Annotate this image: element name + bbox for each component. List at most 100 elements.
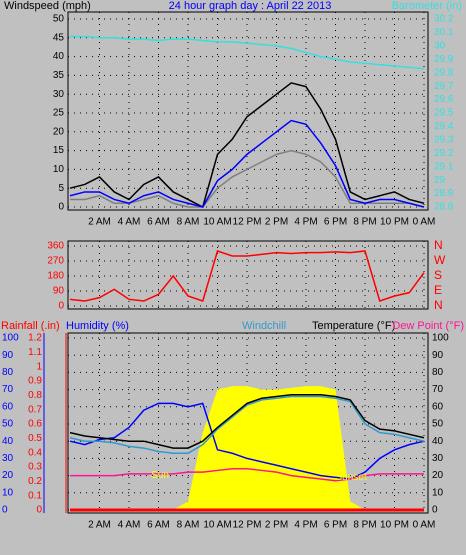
x-tick-label: 6 AM xyxy=(147,520,170,531)
y2-tick-label: 29.1 xyxy=(434,161,454,172)
x-tick-label: 2 AM xyxy=(88,217,111,228)
humidity-tick-label: 90 xyxy=(2,350,14,361)
y2-tick-label: 30 xyxy=(434,40,446,51)
rain-tick-label: 1.2 xyxy=(28,333,42,344)
y-tick-label: 10 xyxy=(432,487,444,498)
rain-tick-label: 0.1 xyxy=(28,490,42,501)
rain-tick-label: 0.9 xyxy=(28,376,42,387)
x-tick-label: 6 AM xyxy=(147,217,170,228)
x-tick-label: 4 PM xyxy=(294,520,317,531)
barometer-label: Barometer (in) xyxy=(392,0,462,12)
humidity-tick-label: 40 xyxy=(2,436,14,447)
series-line xyxy=(69,402,425,480)
y2-tick-label: 29.7 xyxy=(434,81,454,92)
y-tick-label: 30 xyxy=(432,453,444,464)
rain-tick-label: 0.4 xyxy=(28,447,42,458)
humidity-tick-label: 0 xyxy=(2,505,8,516)
y-tick-label: 20 xyxy=(53,126,65,137)
dewpoint-label: Dew Point (°F) xyxy=(392,320,464,332)
y-tick-label: 90 xyxy=(432,350,444,361)
y2-tick-label: 30.1 xyxy=(434,27,454,38)
x-tick-label: 6 PM xyxy=(324,217,347,228)
rain-tick-label: 1 xyxy=(36,361,42,372)
windchill-label: Windchill xyxy=(242,320,286,332)
x-tick-label: 10 AM xyxy=(203,217,231,228)
y-tick-label: 270 xyxy=(47,256,64,267)
x-tick-label: 10 PM xyxy=(380,217,409,228)
rain-tick-label: 0.5 xyxy=(28,433,42,444)
y-tick-label: 70 xyxy=(432,384,444,395)
rain-tick-label: 0.3 xyxy=(28,462,42,473)
humidity-tick-label: 10 xyxy=(2,487,14,498)
x-tick-label: 4 PM xyxy=(294,217,317,228)
x-tick-label: 8 PM xyxy=(353,217,376,228)
rain-tick-label: 0.2 xyxy=(28,476,42,487)
y-tick-label: 15 xyxy=(53,145,65,156)
x-tick-label: 4 AM xyxy=(118,520,141,531)
series-line xyxy=(69,395,425,454)
y-tick-label: 60 xyxy=(432,401,444,412)
y2-tick-label: 29 xyxy=(434,175,446,186)
y2-tick-label: 29.5 xyxy=(434,108,454,119)
x-tick-label: 2 PM xyxy=(265,217,288,228)
x-tick-label: 10 AM xyxy=(203,520,231,531)
rain-tick-label: 0.6 xyxy=(28,419,42,430)
x-tick-label: 8 AM xyxy=(177,217,200,228)
y2-tick-label: E xyxy=(434,283,442,297)
y2-tick-label: N xyxy=(434,298,443,312)
series-line xyxy=(70,35,425,70)
humidity-tick-label: 60 xyxy=(2,401,14,412)
humidity-tick-label: 30 xyxy=(2,453,14,464)
y-tick-label: 50 xyxy=(432,419,444,430)
humidity-tick-label: 20 xyxy=(2,470,14,481)
plot-frame xyxy=(67,240,429,310)
y2-tick-label: 28.8 xyxy=(434,202,454,213)
y-tick-label: 10 xyxy=(53,164,65,175)
y2-tick-label: 29.9 xyxy=(434,54,454,65)
series-line xyxy=(70,467,424,482)
y-tick-label: 0 xyxy=(432,505,438,516)
y-tick-label: 40 xyxy=(53,51,65,62)
y-tick-label: 30 xyxy=(53,89,65,100)
rain-tick-label: 0.8 xyxy=(28,390,42,401)
x-tick-label: 0 AM xyxy=(413,217,436,228)
y-tick-label: 20 xyxy=(432,470,444,481)
y-tick-label: 0 xyxy=(58,202,64,213)
x-tick-label: 6 PM xyxy=(324,520,347,531)
y-tick-label: 50 xyxy=(53,14,65,25)
x-tick-label: 2 AM xyxy=(88,520,111,531)
rain-tick-label: 1.1 xyxy=(28,347,42,358)
series-line xyxy=(69,394,425,449)
series-line xyxy=(69,250,425,302)
y2-tick-label: W xyxy=(434,253,446,267)
humidity-tick-label: 80 xyxy=(2,367,14,378)
series-line xyxy=(69,82,425,209)
humidity-label: Humidity (%) xyxy=(66,320,129,332)
y-tick-label: 45 xyxy=(53,32,65,43)
y-tick-label: 5 xyxy=(58,183,64,194)
annotation: Sun xyxy=(151,470,169,481)
y2-tick-label: S xyxy=(434,268,442,282)
annotation: Sunset xyxy=(336,472,367,483)
y2-tick-label: N xyxy=(434,238,443,252)
x-tick-label: 2 PM xyxy=(265,520,288,531)
humidity-tick-label: 100 xyxy=(2,333,19,344)
chart-title: 24 hour graph day : April 22 2013 xyxy=(169,0,332,12)
y-tick-label: 40 xyxy=(432,436,444,447)
x-tick-label: 10 PM xyxy=(380,520,409,531)
y2-tick-label: 29.6 xyxy=(434,94,454,105)
y-tick-label: 360 xyxy=(47,241,64,252)
y-tick-label: 100 xyxy=(432,333,449,344)
y2-tick-label: 30.2 xyxy=(434,14,454,25)
rain-tick-label: 0 xyxy=(36,505,42,516)
y2-tick-label: 29.4 xyxy=(434,121,454,132)
humidity-tick-label: 50 xyxy=(2,419,14,430)
x-tick-label: 8 AM xyxy=(177,520,200,531)
y-tick-label: 0 xyxy=(58,301,64,312)
plot-frame xyxy=(67,11,429,211)
y-tick-label: 90 xyxy=(53,286,65,297)
x-tick-label: 12 PM xyxy=(233,217,262,228)
y-tick-label: 35 xyxy=(53,70,65,81)
rain-tick-label: 0.7 xyxy=(28,404,42,415)
